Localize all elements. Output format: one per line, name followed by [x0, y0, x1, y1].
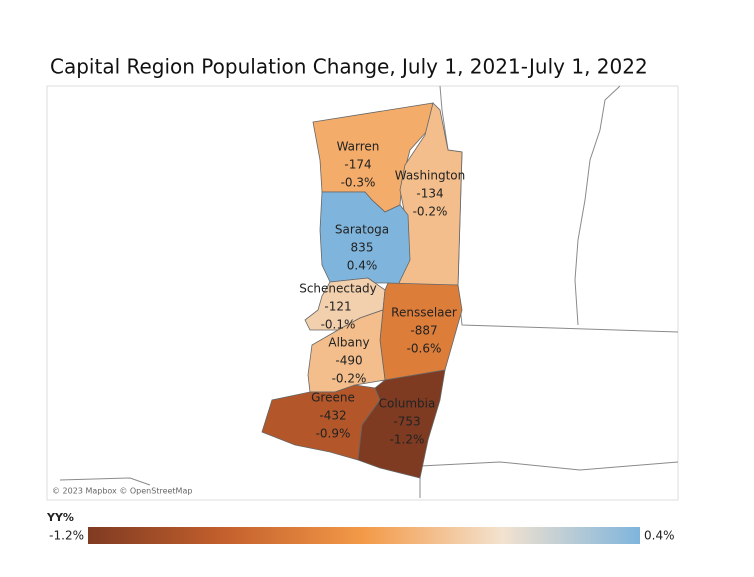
- county-change: -134: [416, 187, 443, 201]
- county-pct: -0.3%: [341, 176, 376, 190]
- attribution: © 2023 Mapbox © OpenStreetMap: [52, 487, 192, 496]
- county-change: -887: [410, 324, 437, 338]
- county-pct: -0.2%: [332, 372, 367, 386]
- county-change: -753: [393, 415, 420, 429]
- county-change: 835: [351, 241, 374, 255]
- county-change: -174: [344, 158, 371, 172]
- county-pct: 0.4%: [347, 259, 378, 273]
- title: Capital Region Population Change, July 1…: [50, 55, 648, 79]
- coast: [59, 477, 151, 486]
- county-change: -432: [319, 409, 346, 423]
- county-name: Albany: [328, 336, 369, 350]
- county-change: -121: [324, 300, 351, 314]
- county-pct: -0.9%: [316, 427, 351, 441]
- legend-max: 0.4%: [644, 529, 675, 543]
- county-name: Columbia: [379, 397, 436, 411]
- county-name: Greene: [311, 391, 355, 405]
- legend-title: YY%: [46, 511, 74, 524]
- county-name: Schenectady: [299, 282, 377, 296]
- state-border: [419, 461, 679, 498]
- county-name: Saratoga: [335, 223, 389, 237]
- county-pct: -0.1%: [321, 318, 356, 332]
- county-pct: -0.2%: [413, 205, 448, 219]
- county-name: Warren: [337, 140, 380, 154]
- county-name: Washington: [395, 169, 466, 183]
- county-change: -490: [335, 354, 362, 368]
- county-pct: -1.2%: [390, 433, 425, 447]
- county-name: Rensselaer: [391, 306, 457, 320]
- county-pct: -0.6%: [407, 342, 442, 356]
- state-border: [574, 85, 621, 326]
- legend-bar: [88, 527, 640, 544]
- legend-min: -1.2%: [49, 529, 84, 543]
- county: [357, 369, 446, 479]
